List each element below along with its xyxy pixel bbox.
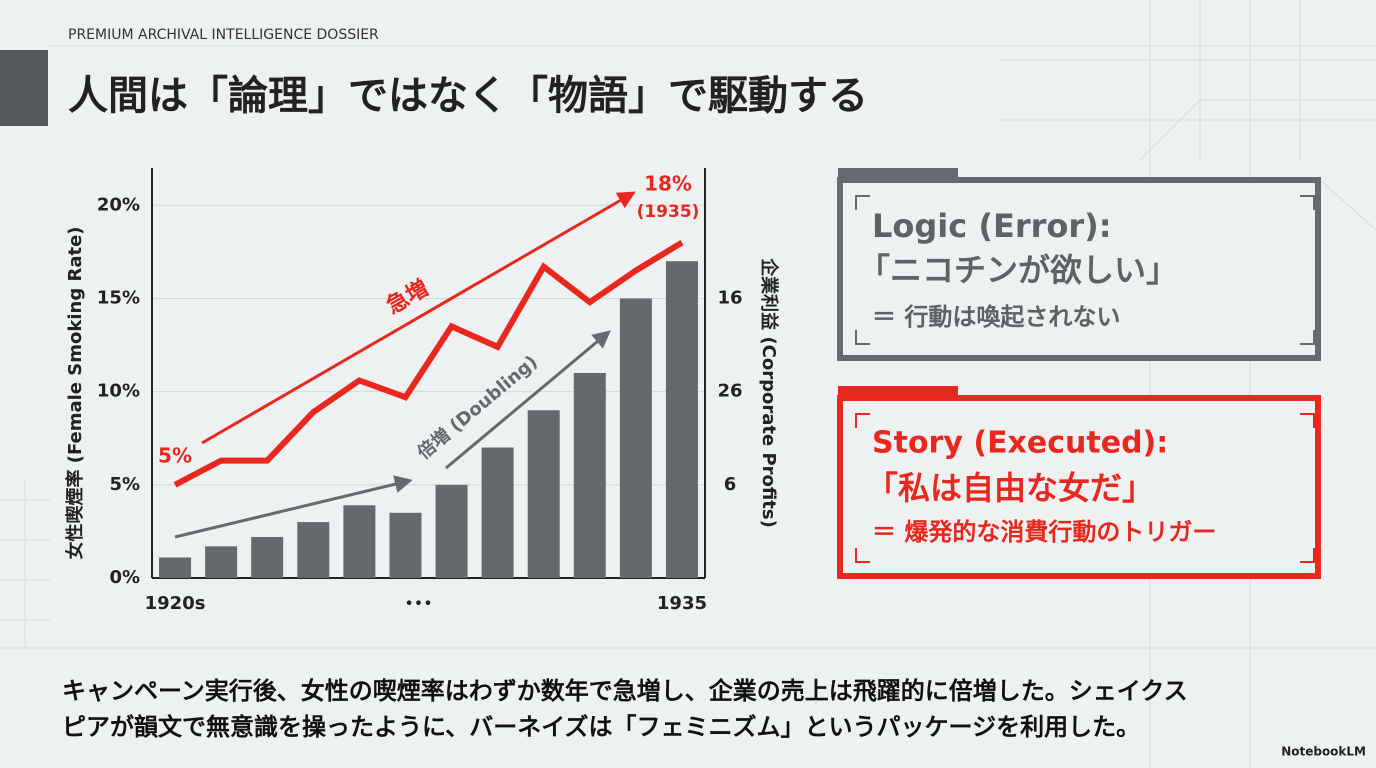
story-box: Story (Executed): 「私は自由な女だ」 ＝ 爆発的な消費行動のト… — [837, 386, 1321, 579]
data-label: 18% — [644, 172, 692, 196]
data-label: 5% — [158, 443, 192, 467]
y2-tick-label: 6 — [724, 474, 737, 495]
y-tick-label: 20% — [97, 194, 140, 215]
brand: NotebookLM — [1281, 745, 1366, 759]
story-heading: Story (Executed): — [872, 426, 1168, 461]
bar — [159, 557, 192, 578]
trend-arrow — [174, 475, 413, 539]
bar — [389, 512, 422, 578]
bar — [205, 546, 238, 578]
trend-arrow — [201, 191, 636, 445]
bar — [573, 373, 606, 578]
story-quote: 「私は自由な女だ」 — [866, 469, 1154, 507]
caption-line: ピアが韻文で無意識を操ったように、バーネイズは「フェミニズム」というパッケージを… — [62, 713, 1140, 741]
x-tick-label: 1920s — [145, 593, 206, 614]
bar — [527, 410, 560, 578]
title-block — [0, 50, 48, 126]
bar — [251, 537, 284, 578]
logic-box: Logic (Error): 「ニコチンが欲しい」 ＝ 行動は喚起されない — [837, 168, 1321, 361]
logic-heading: Logic (Error): — [872, 207, 1112, 245]
bar — [481, 447, 514, 578]
y2-tick-label: 26 — [717, 381, 742, 402]
bar — [435, 484, 468, 578]
bar — [665, 261, 698, 578]
story-result: ＝ 爆発的な消費行動のトリガー — [872, 518, 1216, 546]
bar — [297, 522, 330, 578]
kicker: PREMIUM ARCHIVAL INTELLIGENCE DOSSIER — [68, 27, 379, 43]
trend-arrow — [445, 330, 611, 470]
annotation: (1935) — [637, 202, 700, 222]
y-tick-label: 10% — [97, 381, 140, 402]
y2-tick-label: 16 — [717, 287, 742, 308]
y-tick-label: 5% — [109, 474, 140, 495]
x-tick-label: 1935 — [657, 593, 707, 614]
line — [173, 239, 684, 488]
bar — [619, 298, 652, 578]
slide-title: 人間は「論理」ではなく「物語」で駆動する — [68, 73, 868, 119]
x-gap-label: ••• — [404, 594, 432, 613]
logic-result: ＝ 行動は喚起されない — [872, 303, 1120, 331]
bar — [343, 505, 376, 578]
caption-line: キャンペーン実行後、女性の喫煙率はわずか数年で急増し、企業の売上は飛躍的に倍増し… — [62, 677, 1188, 705]
y-tick-label: 15% — [97, 287, 140, 308]
y-axis-title: 女性喫煙率 (Female Smoking Rate) — [64, 226, 86, 559]
y2-axis-title: 企業利益 (Corporate Profits) — [758, 257, 780, 528]
y-tick-label: 0% — [109, 567, 140, 588]
logic-quote: 「ニコチンが欲しい」 — [858, 251, 1178, 289]
